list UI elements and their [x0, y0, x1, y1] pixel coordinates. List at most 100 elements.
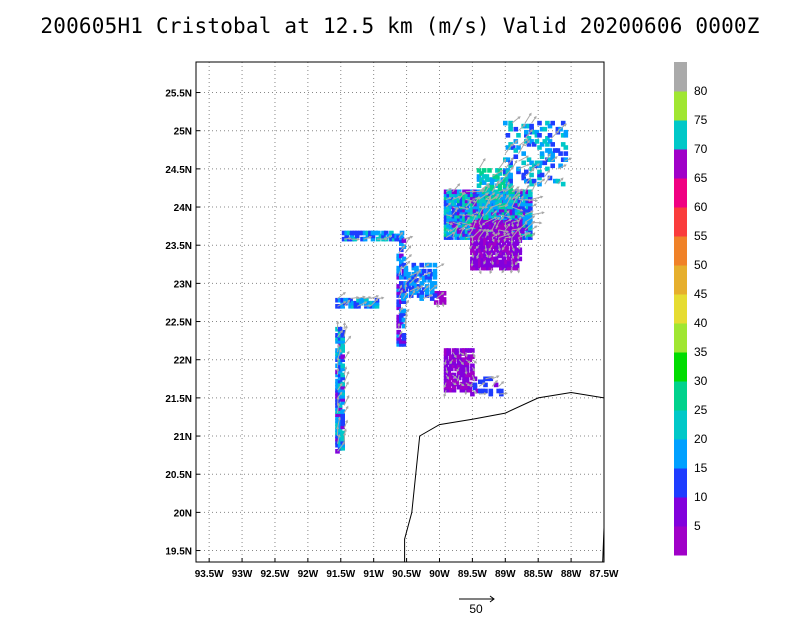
- wind-speed-cell: [462, 207, 467, 213]
- wind-speed-cell: [514, 207, 520, 213]
- wind-speed-cell: [493, 244, 499, 249]
- wind-speed-cell: [513, 148, 519, 153]
- wind-speed-cell: [488, 388, 494, 394]
- wind-speed-cell: [399, 253, 404, 259]
- wind-speed-cell: [524, 178, 529, 184]
- wind-speed-cell: [501, 265, 507, 271]
- wind-speed-cell: [485, 241, 491, 246]
- wind-speed-cell: [351, 300, 356, 306]
- wind-speed-cell: [475, 192, 480, 198]
- wind-speed-cell: [467, 198, 473, 204]
- wind-speed-cell: [491, 244, 496, 249]
- wind-speed-cell: [446, 232, 451, 237]
- wind-speed-cell: [441, 300, 447, 305]
- wind-speed-cell: [514, 256, 520, 262]
- wind-vector-head: [399, 284, 403, 288]
- wind-speed-cell: [446, 204, 451, 210]
- wind-vector-arrow: [452, 196, 461, 200]
- wind-speed-cell: [491, 235, 496, 240]
- wind-vector-head: [478, 271, 482, 275]
- wind-speed-cell: [478, 238, 483, 243]
- wind-speed-cell: [464, 213, 470, 219]
- colorbar-swatch: [674, 62, 687, 92]
- wind-speed-cell: [451, 201, 457, 207]
- wind-speed-cell: [335, 297, 340, 303]
- wind-vector-head: [483, 392, 488, 396]
- wind-speed-cell: [462, 375, 467, 381]
- wind-vector-head: [524, 221, 528, 225]
- wind-vector-arrow: [491, 217, 500, 223]
- wind-speed-cell: [563, 133, 569, 138]
- wind-speed-cell: [525, 189, 530, 195]
- wind-vector-head: [475, 245, 479, 250]
- wind-vector-arrow: [356, 301, 367, 307]
- wind-speed-cell: [478, 388, 483, 394]
- colorbar-swatch: [674, 468, 687, 498]
- wind-speed-cell: [485, 244, 491, 249]
- wind-speed-cell: [514, 262, 520, 268]
- wind-speed-cell: [449, 201, 454, 207]
- x-tick-label: 93W: [232, 569, 253, 580]
- wind-speed-cell: [512, 265, 517, 271]
- wind-speed-cell: [509, 210, 515, 216]
- wind-vector-arrow: [524, 140, 530, 147]
- wind-speed-cell: [462, 372, 467, 378]
- wind-speed-cell: [462, 357, 467, 362]
- wind-speed-cell: [446, 360, 451, 366]
- wind-speed-cell: [508, 123, 513, 129]
- wind-vector-head: [542, 178, 546, 182]
- wind-speed-cell: [517, 250, 523, 256]
- wind-speed-cell: [451, 192, 457, 198]
- wind-speed-cell: [467, 235, 473, 240]
- y-tick-label: 25.5N: [165, 89, 192, 100]
- wind-speed-cell: [337, 439, 343, 445]
- wind-speed-cell: [528, 210, 533, 216]
- wind-speed-cell: [439, 300, 444, 305]
- wind-speed-cell: [478, 220, 483, 225]
- wind-speed-cell: [496, 241, 501, 246]
- wind-speed-cell: [475, 207, 480, 213]
- wind-speed-cell: [365, 230, 371, 236]
- wind-speed-cell: [399, 311, 404, 317]
- wind-vector-head: [356, 237, 361, 241]
- wind-speed-cell: [539, 151, 545, 156]
- wind-speed-cell: [340, 342, 345, 347]
- wind-speed-cell: [529, 166, 534, 172]
- wind-speed-cell: [419, 275, 424, 280]
- wind-speed-cell: [470, 369, 475, 375]
- wind-speed-cell: [401, 262, 407, 268]
- wind-vector-head: [533, 115, 537, 119]
- wind-speed-cell: [483, 265, 488, 271]
- wind-vector-arrow: [531, 221, 542, 224]
- wind-speed-cell: [512, 244, 517, 249]
- wind-speed-cell: [443, 232, 449, 237]
- wind-vector-head: [516, 186, 520, 190]
- wind-speed-cell: [508, 126, 513, 132]
- wind-speed-cell: [472, 217, 478, 222]
- wind-speed-cell: [443, 217, 449, 222]
- wind-speed-cell: [337, 372, 343, 378]
- wind-vector-head: [495, 379, 498, 384]
- wind-speed-cell: [464, 192, 470, 198]
- y-tick-label: 22.5N: [165, 318, 192, 329]
- wind-speed-cell: [493, 213, 499, 219]
- wind-speed-cell: [340, 446, 345, 451]
- wind-speed-cell: [454, 223, 459, 228]
- y-tick-label: 21.5N: [165, 394, 192, 405]
- wind-speed-cell: [456, 198, 462, 204]
- wind-speed-cell: [503, 186, 508, 191]
- wind-vector-arrow: [343, 429, 347, 437]
- wind-speed-cell: [396, 265, 401, 271]
- wind-speed-cell: [505, 157, 511, 162]
- wind-speed-cell: [449, 375, 454, 381]
- wind-vector-arrow: [404, 300, 409, 307]
- wind-vector-arrow: [498, 392, 507, 395]
- wind-vector-head: [443, 394, 447, 398]
- wind-speed-cell: [446, 217, 451, 222]
- wind-vector-head: [467, 383, 471, 387]
- wind-speed-cell: [476, 198, 482, 204]
- wind-speed-cell: [525, 198, 530, 204]
- wind-vector-head: [344, 324, 348, 329]
- wind-speed-cell: [520, 189, 525, 195]
- wind-vector-arrow: [452, 225, 459, 231]
